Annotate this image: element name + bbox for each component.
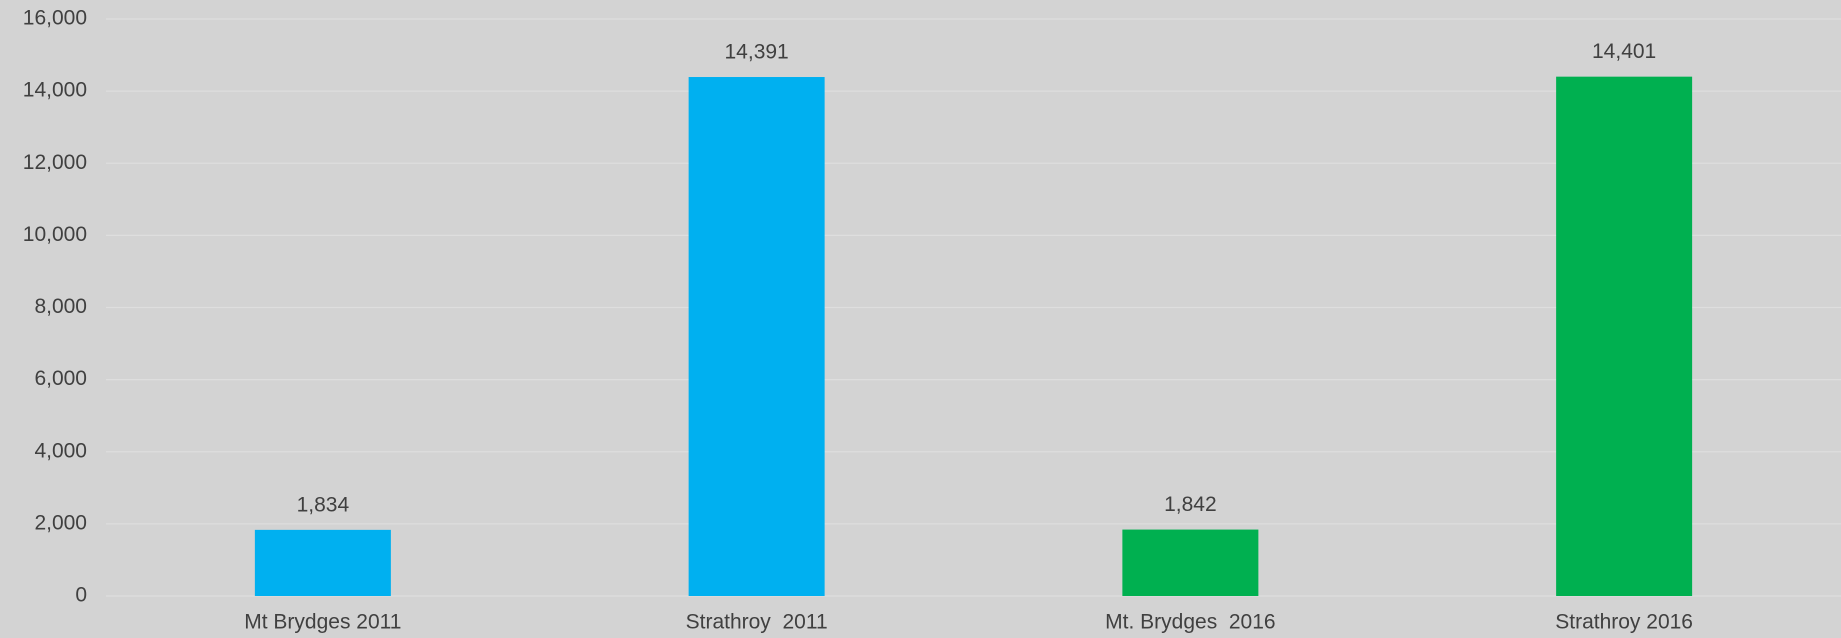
y-tick-label: 0 xyxy=(75,584,87,607)
y-tick-label: 8,000 xyxy=(34,295,87,318)
y-tick-label: 4,000 xyxy=(34,439,87,462)
y-tick-label: 10,000 xyxy=(23,223,87,246)
x-tick-label: Mt. Brydges 2016 xyxy=(1105,611,1275,634)
bar xyxy=(254,529,391,596)
bar xyxy=(1556,76,1693,596)
value-label: 1,842 xyxy=(1164,493,1217,516)
x-tick-label: Strathroy 2016 xyxy=(1555,611,1693,634)
y-tick-label: 14,000 xyxy=(23,79,87,102)
bar xyxy=(688,77,825,597)
x-tick-label: Mt Brydges 2011 xyxy=(244,611,401,634)
value-label: 14,401 xyxy=(1592,40,1656,63)
y-tick-label: 12,000 xyxy=(23,151,87,174)
y-tick-label: 16,000 xyxy=(23,7,87,30)
value-label: 1,834 xyxy=(297,493,350,516)
y-tick-label: 6,000 xyxy=(34,367,87,390)
value-label: 14,391 xyxy=(725,41,789,64)
x-tick-label: Strathroy 2011 xyxy=(686,611,828,634)
bar xyxy=(1122,529,1259,596)
y-tick-label: 2,000 xyxy=(34,511,87,534)
